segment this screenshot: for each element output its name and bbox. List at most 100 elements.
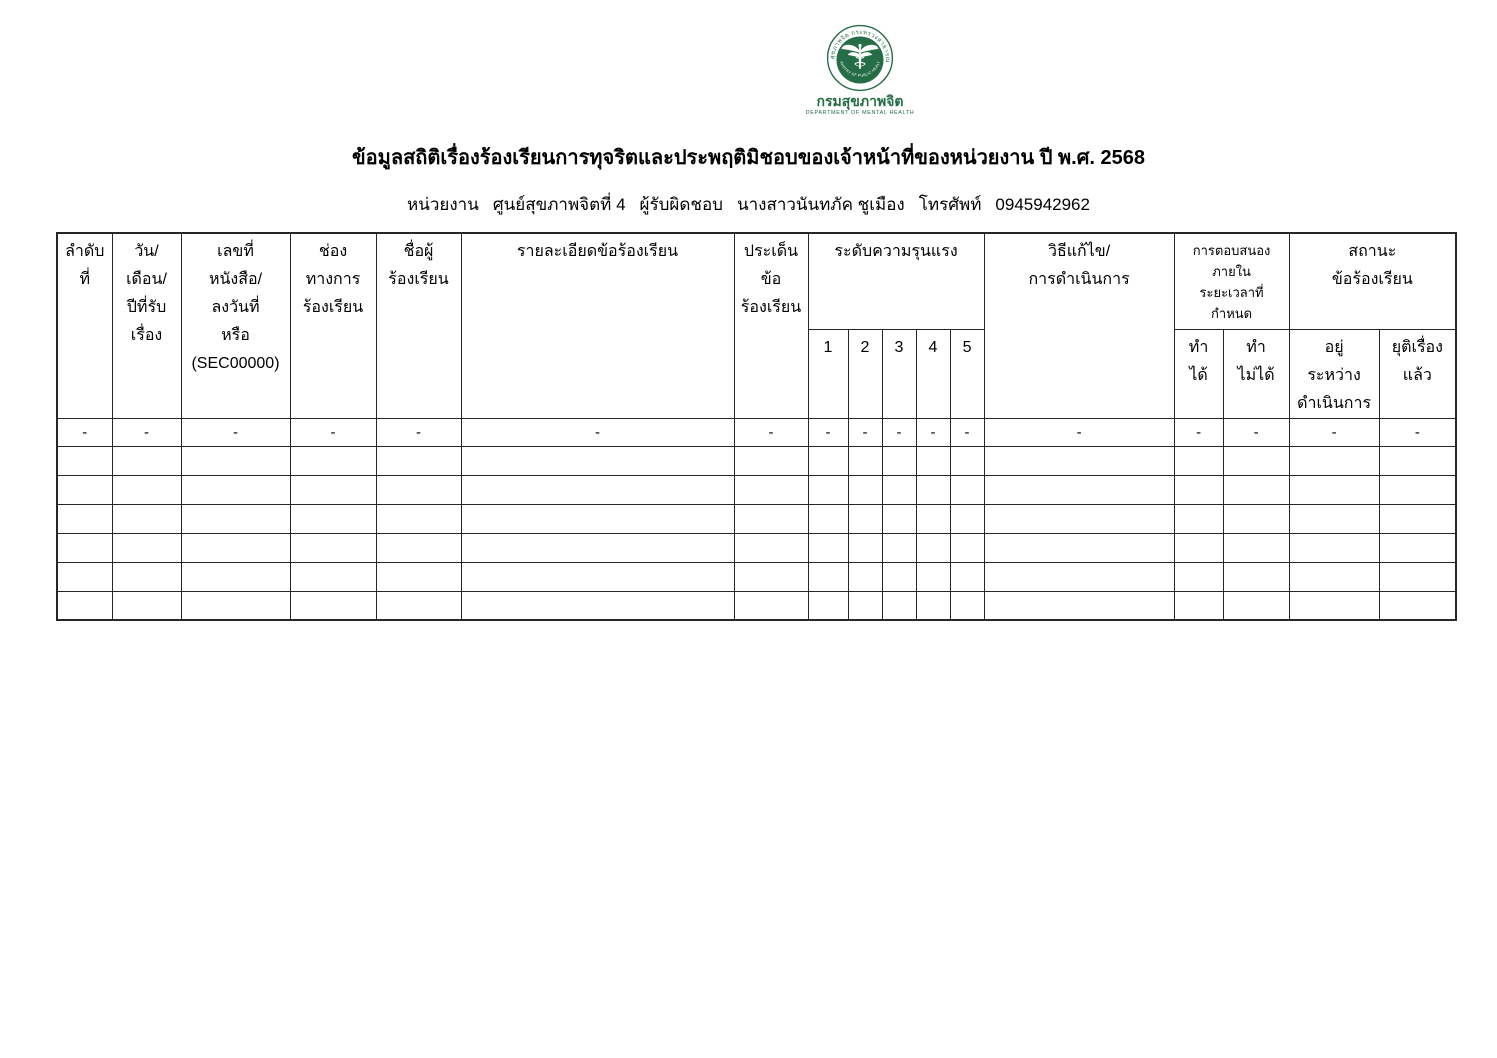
table-cell [1288, 532, 1380, 563]
table-cell [807, 503, 849, 534]
table-cell [375, 503, 462, 534]
table-cell [847, 445, 883, 476]
table-cell [1378, 590, 1457, 621]
table-cell [375, 532, 462, 563]
table-cell [1288, 561, 1380, 592]
responsible-label: ผู้รับผิดชอบ [639, 195, 723, 214]
responsible-value: นางสาวนันทภัค ชูเมือง [736, 195, 905, 214]
table-cell [1288, 503, 1380, 534]
table-cell [1222, 532, 1290, 563]
table-cell [1173, 445, 1224, 476]
table-cell [983, 474, 1175, 505]
table-cell [180, 590, 291, 621]
table-cell [949, 590, 985, 621]
column-header-status-in-progress: อยู่ ระหว่าง ดำเนินการ [1288, 328, 1380, 419]
table-cell [1222, 590, 1290, 621]
table-cell [1288, 474, 1380, 505]
table-cell [1378, 474, 1457, 505]
table-cell [881, 561, 917, 592]
table-cell [111, 590, 182, 621]
page-subtitle: หน่วยงาน ศูนย์สุขภาพจิตที่ 4 ผู้รับผิดชอบ น… [0, 191, 1497, 218]
table-cell [56, 590, 113, 621]
table-cell: - [460, 417, 735, 447]
table-cell [881, 445, 917, 476]
table-cell [375, 474, 462, 505]
table-cell [111, 445, 182, 476]
table-cell [1222, 503, 1290, 534]
table-cell [807, 474, 849, 505]
table-cell [1173, 590, 1224, 621]
table-cell [460, 474, 735, 505]
table-cell [56, 445, 113, 476]
table-cell [1378, 445, 1457, 476]
table-cell [881, 503, 917, 534]
table-cell [1222, 474, 1290, 505]
table-cell [56, 532, 113, 563]
column-header-details: รายละเอียดข้อร้องเรียน [460, 232, 735, 419]
table-cell: - [983, 417, 1175, 447]
table-cell: - [180, 417, 291, 447]
table-cell: - [733, 417, 809, 447]
table-cell [460, 561, 735, 592]
column-header-severity-1: 1 [807, 328, 849, 419]
table-cell: - [881, 417, 917, 447]
table-row: ----------------- [56, 417, 1457, 447]
table-row [56, 590, 1457, 621]
table-cell [289, 474, 377, 505]
table-cell [949, 561, 985, 592]
table-cell [180, 561, 291, 592]
table-cell [915, 503, 951, 534]
table-cell: - [289, 417, 377, 447]
column-header-no: ลำดับ ที่ [56, 232, 113, 419]
column-header-issue: ประเด็น ข้อ ร้องเรียน [733, 232, 809, 419]
table-cell [847, 561, 883, 592]
table-cell [56, 503, 113, 534]
table-cell [1222, 445, 1290, 476]
column-header-response-no: ทำ ไม่ได้ [1222, 328, 1290, 419]
table-cell [733, 503, 809, 534]
table-cell [289, 561, 377, 592]
column-header-severity-5: 5 [949, 328, 985, 419]
table-cell [180, 532, 291, 563]
column-header-resolution: วิธีแก้ไข/ การดำเนินการ [983, 232, 1175, 419]
table-cell [807, 561, 849, 592]
phone-value: 0945942962 [995, 195, 1090, 214]
table-cell [983, 532, 1175, 563]
table-cell [1173, 532, 1224, 563]
caduceus-icon [841, 43, 879, 69]
table-cell [1378, 561, 1457, 592]
table-cell: - [375, 417, 462, 447]
table-cell [56, 474, 113, 505]
table-cell: - [915, 417, 951, 447]
unit-value: ศูนย์สุขภาพจิตที่ 4 [492, 195, 626, 214]
table-cell [289, 590, 377, 621]
table-cell [847, 474, 883, 505]
table-cell [733, 561, 809, 592]
table-cell [949, 532, 985, 563]
table-cell [915, 474, 951, 505]
table-cell [733, 532, 809, 563]
table-cell: - [1222, 417, 1290, 447]
table-cell [375, 590, 462, 621]
dept-seal-icon: กรมสุขภาพจิต กระทรวงสาธารณสุข MINISTRY O… [826, 24, 894, 92]
column-header-status-closed: ยุติเรื่อง แล้ว [1378, 328, 1457, 419]
table-row [56, 532, 1457, 563]
table-cell [847, 532, 883, 563]
table-cell: - [807, 417, 849, 447]
table-cell [375, 561, 462, 592]
table-cell [111, 474, 182, 505]
table-cell [949, 503, 985, 534]
phone-label: โทรศัพท์ [918, 195, 982, 214]
table-cell [180, 474, 291, 505]
column-group-severity: ระดับความรุนแรง [807, 232, 985, 330]
table-cell [1173, 503, 1224, 534]
table-cell [915, 590, 951, 621]
table-cell [289, 445, 377, 476]
table-cell [807, 532, 849, 563]
table-cell: - [1378, 417, 1457, 447]
column-header-severity-2: 2 [847, 328, 883, 419]
table-cell [881, 590, 917, 621]
table-cell: - [847, 417, 883, 447]
table-cell [983, 590, 1175, 621]
table-cell [915, 561, 951, 592]
